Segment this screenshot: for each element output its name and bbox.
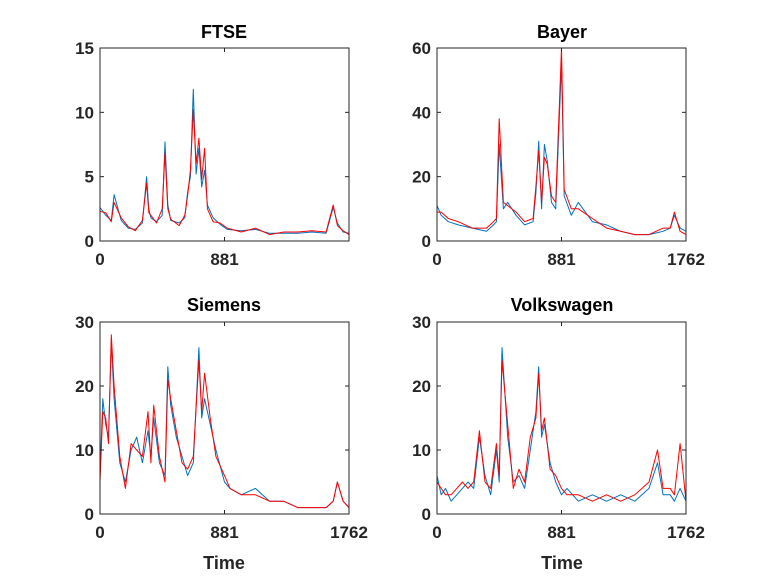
ftse-ytick-label: 0	[85, 232, 94, 251]
volkswagen-axes-border	[436, 321, 687, 515]
bayer-ytick-label: 20	[412, 168, 431, 187]
bayer-series	[436, 47, 687, 236]
siemens-axes-box	[99, 321, 350, 515]
ftse-ticks: 0 5 10 15 0 881	[75, 39, 350, 269]
volkswagen-xtick-label: 0	[432, 523, 441, 542]
bayer-xtick-label: 881	[547, 250, 575, 269]
bayer-xtick-label: 0	[432, 250, 441, 269]
volkswagen-xtick-label: 881	[547, 523, 575, 542]
siemens-series	[99, 334, 350, 509]
ftse-axes-border	[99, 47, 350, 242]
ftse-series	[99, 88, 350, 236]
volkswagen-xtick-label: 1762	[667, 523, 705, 542]
bayer-title: Bayer	[537, 22, 587, 42]
siemens-ticks: 0 10 20 30 0 881 1762	[75, 313, 368, 542]
ftse-xtick-label: 881	[210, 250, 238, 269]
siemens-xtick-label: 1762	[330, 523, 368, 542]
panel-siemens: 0 10 20 30 0 881 1762 Siemens Time	[75, 295, 368, 573]
bayer-series-line-1	[437, 47, 687, 236]
panel-bayer: 0 20 40 60 0 881 1762 Bayer	[412, 22, 705, 269]
siemens-ytick-label: 10	[75, 441, 94, 460]
ftse-ytick-label: 5	[85, 168, 94, 187]
panel-ftse: 0 5 10 15 0 881 FTSE	[75, 22, 350, 269]
siemens-ytick-label: 30	[75, 313, 94, 332]
ftse-title: FTSE	[201, 22, 247, 42]
siemens-xtick-label: 881	[210, 523, 238, 542]
siemens-ytick-label: 0	[85, 505, 94, 524]
siemens-axes-border	[99, 321, 350, 515]
bayer-ytick-label: 60	[412, 39, 431, 58]
volkswagen-axes-box	[436, 321, 687, 515]
siemens-xlabel: Time	[203, 553, 245, 573]
bayer-ticks: 0 20 40 60 0 881 1762	[412, 39, 705, 269]
volkswagen-ytick-label: 30	[412, 313, 431, 332]
panel-volkswagen: 0 10 20 30 0 881 1762 Volkswagen Time	[412, 295, 705, 573]
volkswagen-xlabel: Time	[541, 553, 583, 573]
ftse-xtick-label: 0	[95, 250, 104, 269]
siemens-xtick-label: 0	[95, 523, 104, 542]
volkswagen-title: Volkswagen	[511, 295, 614, 315]
ftse-series-line-1	[99, 109, 350, 236]
bayer-xtick-label: 1762	[667, 250, 705, 269]
volkswagen-series-line-1	[436, 359, 687, 502]
siemens-title: Siemens	[187, 295, 261, 315]
siemens-ytick-label: 20	[75, 377, 94, 396]
ftse-ytick-label: 15	[75, 39, 94, 58]
siemens-series-line-1	[99, 334, 350, 509]
ftse-ytick-label: 10	[75, 103, 94, 122]
ftse-axes-box	[99, 47, 350, 242]
bayer-ytick-label: 0	[422, 232, 431, 251]
volkswagen-series	[436, 347, 687, 502]
volkswagen-ytick-label: 20	[412, 377, 431, 396]
volkswagen-ytick-label: 0	[422, 505, 431, 524]
bayer-axes-border	[436, 47, 687, 242]
volkswagen-ytick-label: 10	[412, 441, 431, 460]
bayer-ytick-label: 40	[412, 103, 431, 122]
volkswagen-ticks: 0 10 20 30 0 881 1762	[412, 313, 705, 542]
